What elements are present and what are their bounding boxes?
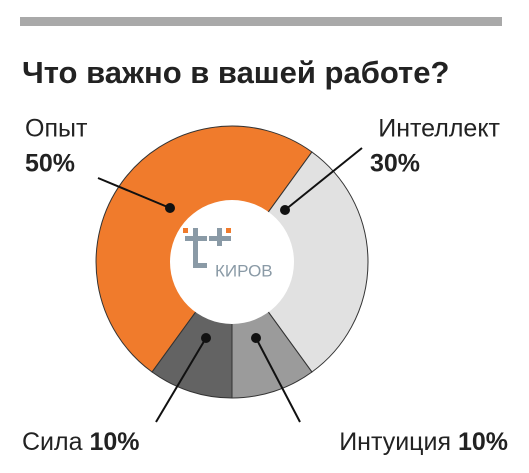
leader-dot (251, 333, 261, 343)
value-label: 50% (25, 150, 75, 178)
segment-label: Сила 10% (22, 428, 140, 456)
leader-line (284, 147, 363, 211)
leader-dot (165, 203, 175, 213)
category-label: Интеллект (378, 115, 500, 143)
leader-dot (280, 205, 290, 215)
logo (183, 228, 231, 268)
top-bar (20, 17, 502, 26)
segment (231, 151, 369, 373)
chart-title: Что важно в вашей работе? (22, 55, 449, 90)
donut-hole (170, 200, 294, 324)
category-label: Опыт (25, 115, 88, 143)
leader-line (155, 337, 207, 423)
logo-text: КИРОВ (215, 261, 273, 280)
category-label: Интуиция (339, 428, 451, 456)
leader-line (255, 337, 301, 423)
value-label: 10% (458, 428, 508, 456)
leader-dot (201, 333, 211, 343)
leader-line (97, 177, 171, 209)
value-label: 10% (89, 428, 139, 456)
category-label: Сила (22, 428, 83, 456)
value-label: 30% (370, 150, 420, 178)
segment-label: Интуиция 10% (339, 428, 508, 456)
